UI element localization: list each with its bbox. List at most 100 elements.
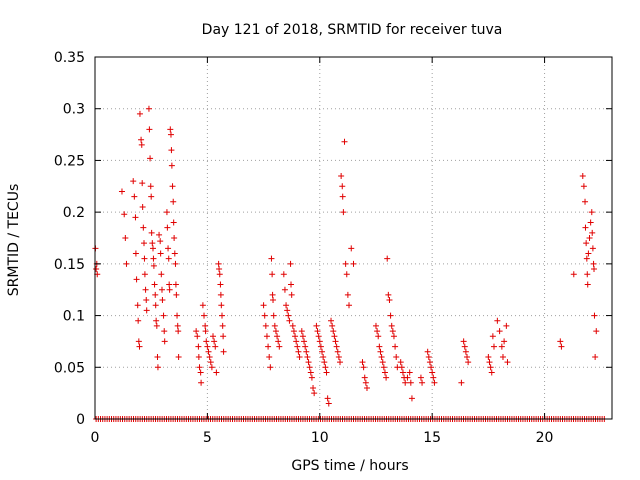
data-point — [299, 333, 306, 340]
data-point — [138, 136, 145, 143]
plot-frame — [94, 56, 613, 420]
data-point — [168, 147, 175, 154]
data-point — [295, 348, 302, 355]
data-point — [324, 395, 331, 402]
data-point — [313, 322, 320, 329]
data-point — [287, 260, 294, 267]
chart-title: Day 121 of 2018, SRMTID for receiver tuv… — [202, 22, 503, 38]
data-point — [430, 374, 437, 381]
y-tick-label: 0 — [76, 412, 85, 428]
data-point — [164, 224, 171, 231]
data-point — [118, 188, 125, 195]
data-point — [141, 271, 148, 278]
data-point — [146, 126, 153, 133]
data-point — [464, 353, 471, 360]
data-point — [591, 312, 598, 319]
data-point — [302, 343, 309, 350]
data-point — [134, 302, 141, 309]
data-points — [92, 105, 608, 422]
data-point — [149, 240, 156, 247]
data-point — [320, 353, 327, 360]
data-point — [156, 231, 163, 238]
data-point — [202, 328, 209, 335]
data-point — [157, 238, 164, 245]
data-point — [317, 343, 324, 350]
data-point — [460, 338, 467, 345]
data-point — [292, 333, 299, 340]
data-point — [557, 338, 564, 345]
data-point — [375, 333, 382, 340]
data-point — [211, 338, 218, 345]
data-point — [389, 328, 396, 335]
data-point — [148, 229, 155, 236]
data-point — [284, 307, 291, 314]
data-point — [496, 328, 503, 335]
data-point — [325, 400, 332, 407]
data-point — [217, 281, 224, 288]
data-point — [387, 312, 394, 319]
data-point — [582, 224, 589, 231]
data-point — [379, 359, 386, 366]
data-point — [208, 364, 215, 371]
data-point — [322, 364, 329, 371]
data-point — [167, 126, 174, 133]
data-point — [267, 364, 274, 371]
data-point — [338, 172, 345, 179]
data-point — [306, 364, 313, 371]
data-point — [173, 291, 180, 298]
data-point — [285, 312, 292, 319]
data-point — [194, 333, 201, 340]
data-point — [308, 374, 315, 381]
data-point — [429, 369, 436, 376]
data-point — [121, 211, 128, 218]
data-point — [588, 209, 595, 216]
data-point — [501, 338, 508, 345]
data-point — [174, 312, 181, 319]
data-point — [376, 343, 383, 350]
data-point — [503, 322, 510, 329]
data-point — [139, 180, 146, 187]
data-point — [298, 328, 305, 335]
data-point — [145, 105, 152, 112]
data-point — [168, 162, 175, 169]
data-point — [218, 302, 225, 309]
data-point — [592, 353, 599, 360]
data-point — [219, 312, 226, 319]
data-point — [381, 369, 388, 376]
x-tick-label: 0 — [91, 430, 100, 446]
data-point — [360, 364, 367, 371]
data-point — [212, 343, 219, 350]
data-point — [461, 343, 468, 350]
data-point — [163, 209, 170, 216]
data-point — [591, 266, 598, 273]
data-point — [154, 353, 161, 360]
data-point — [275, 338, 282, 345]
data-point — [305, 359, 312, 366]
data-point — [132, 214, 139, 221]
data-point — [150, 262, 157, 269]
data-point — [150, 255, 157, 262]
data-point — [281, 286, 288, 293]
data-point — [419, 379, 426, 386]
data-point — [341, 138, 348, 145]
data-point — [136, 343, 143, 350]
data-point — [262, 322, 269, 329]
data-point — [584, 271, 591, 278]
data-point — [216, 271, 223, 278]
data-point — [169, 183, 176, 190]
data-point — [486, 359, 493, 366]
data-point — [359, 359, 366, 366]
data-point — [219, 322, 226, 329]
data-point — [202, 322, 209, 329]
data-point — [329, 322, 336, 329]
data-point — [408, 395, 415, 402]
data-point — [141, 255, 148, 262]
data-point — [152, 291, 159, 298]
y-tick-label: 0.15 — [54, 257, 85, 273]
data-point — [383, 374, 390, 381]
data-point — [417, 374, 424, 381]
y-tick-label: 0.3 — [63, 102, 85, 118]
data-point — [132, 250, 139, 257]
data-point — [339, 193, 346, 200]
